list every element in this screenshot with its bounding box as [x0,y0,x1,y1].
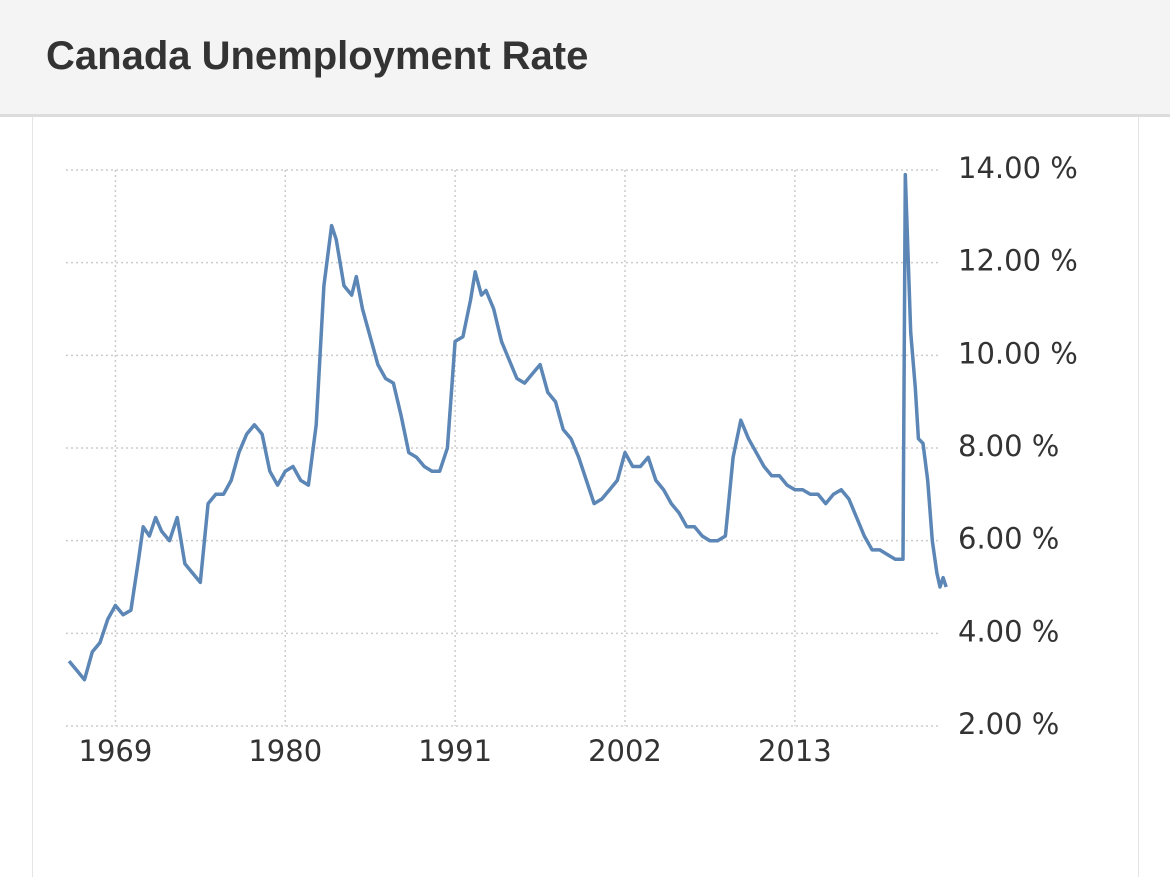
y-tick-label: 8.00 % [958,429,1059,463]
x-tick-label: 1969 [79,734,153,768]
y-tick-label: 12.00 % [958,244,1078,278]
y-tick-label: 2.00 % [958,707,1059,741]
card [32,117,1139,877]
header: Canada Unemployment Rate [0,0,1170,117]
chart-title: Canada Unemployment Rate [46,34,589,78]
y-tick-label: 6.00 % [958,522,1059,556]
x-tick-label: 2002 [588,734,662,768]
x-tick-label: 1991 [418,734,492,768]
data-line [67,172,948,682]
y-tick-label: 4.00 % [958,614,1059,648]
x-tick-label: 1980 [248,734,322,768]
y-tick-label: 14.00 % [958,151,1078,185]
x-tick-label: 2013 [758,734,832,768]
y-tick-label: 10.00 % [958,336,1078,370]
